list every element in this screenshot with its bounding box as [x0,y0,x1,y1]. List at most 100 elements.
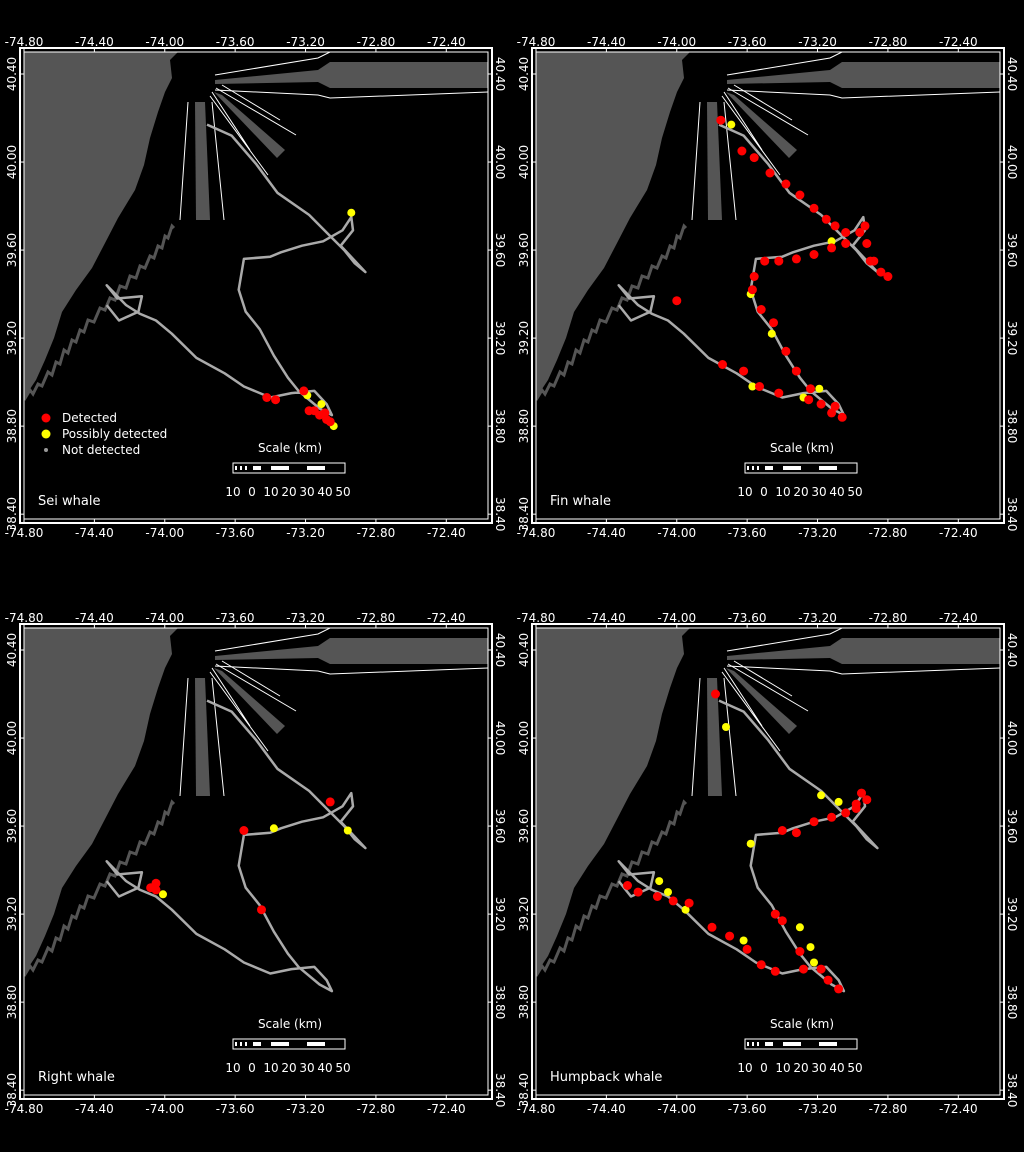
detected-point [834,984,844,994]
map-frame [531,47,1005,524]
scale-segment [245,466,247,470]
detected-point [151,885,161,895]
map-inner-frame [535,51,1001,520]
detected-point [756,305,766,314]
lon-label-bottom: -74.40 [587,526,626,540]
lon-label-top: -72.40 [939,35,978,49]
detected-point [781,179,791,189]
lon-label-top: -74.80 [517,35,556,49]
legend-marker [41,413,51,423]
detected-point [749,272,759,281]
scale-segment [747,1042,749,1046]
scale-label: 20 [793,1061,808,1075]
scale-segment [819,1042,837,1046]
scale-box [744,462,858,474]
detected-point [804,395,814,405]
scale-label: 50 [335,1061,350,1075]
detected-point [830,401,840,411]
detected-point [770,909,780,919]
map-area [24,52,488,519]
survey-track [105,123,367,417]
lon-label-bottom: -73.20 [286,526,325,540]
lon-label-bottom: -74.40 [587,1102,626,1116]
shipping-lane-southeast [726,668,797,734]
lon-label-top: -72.80 [357,35,396,49]
lon-label-top: -74.40 [587,611,626,625]
shipping-lane-southeast [726,92,797,158]
scale-label: 30 [299,1061,314,1075]
detected-point [791,828,801,838]
lon-label-bottom: -74.40 [75,526,114,540]
scale-label: 0 [760,485,768,499]
lat-label-right: 40.00 [493,721,507,755]
lat-label-right: 40.00 [1005,145,1019,179]
map-panel: -74.80 -74.80 -74.40 -74.40 -74.00 -74.00 -73.… [517,35,1019,540]
lat-label-left: 39.60 [517,233,531,267]
lon-label-top: -72.40 [427,611,466,625]
scale-title: Scale (km) [258,1017,322,1031]
lat-label-left: 40.00 [5,721,19,755]
scale-box [744,1038,858,1050]
detected-point [747,285,757,295]
shipping-lane-south [707,102,722,220]
lon-label-top: -73.60 [216,35,255,49]
scale-label: 20 [281,1061,296,1075]
lon-label-bottom: -72.80 [869,1102,908,1116]
lon-label-bottom: -72.40 [427,526,466,540]
detected-point [827,408,837,418]
scale-bar: Scale (km)10 0 10 20 30 40 50 [737,1017,862,1075]
scale-label: 40 [829,485,844,499]
lon-label-top: -74.00 [657,611,696,625]
possibly-detected-point [317,400,326,409]
legend-label: Not detected [62,443,140,457]
lon-label-bottom: -74.80 [5,1102,44,1116]
scale-label: 10 [775,485,790,499]
map-frame [19,623,493,1100]
scale-title: Scale (km) [258,441,322,455]
scale-label: 40 [317,1061,332,1075]
lat-label-left: 40.40 [5,633,19,667]
scale-title: Scale (km) [770,441,834,455]
land-mass [24,628,178,976]
detected-point [756,960,766,970]
detected-point [816,399,826,409]
lat-label-left: 40.40 [517,633,531,667]
lat-label-left: 38.80 [517,409,531,443]
land-mass [24,52,178,400]
coastline [536,799,688,977]
scale-bar: Scale (km)10 0 10 20 30 40 50 [737,441,862,499]
scale-bar: Scale (km)10 0 10 20 30 40 50 [225,441,350,499]
lat-label-left: 40.00 [517,145,531,179]
lat-label-left: 38.80 [517,985,531,1019]
scale-segment [235,1042,237,1046]
lon-label-bottom: -74.80 [5,526,44,540]
detected-point [760,256,770,266]
lat-label-left: 40.40 [517,57,531,91]
scale-label: 30 [811,485,826,499]
possibly-detected-point [746,839,755,848]
lon-label-top: -74.80 [5,35,44,49]
detected-point [809,250,819,259]
lat-label-left: 38.80 [5,985,19,1019]
detected-point [770,966,780,976]
shipping-lane-southeast [214,92,285,158]
scale-segment [819,466,837,470]
map-panel: -74.80 -74.80 -74.40 -74.40 -74.00 -74.00 -73.… [5,35,507,540]
scale-segment [271,1042,289,1046]
panel-title: Humpback whale [550,1070,662,1085]
lane-boundary-lines [691,677,737,797]
possibly-detected-point [664,888,672,897]
lon-label-bottom: -72.40 [427,1102,466,1116]
lat-label-right: 38.80 [493,985,507,1019]
scale-segment [752,466,754,470]
panel-title: Sei whale [38,494,100,509]
lat-label-left: 39.60 [5,233,19,267]
possibly-detected-point [269,824,278,833]
lat-label-right: 38.80 [1005,409,1019,443]
detected-point [633,887,643,897]
detected-point [795,190,805,200]
detected-point [809,203,819,213]
lon-label-top: -74.80 [517,611,556,625]
lon-label-bottom: -72.40 [939,526,978,540]
lane-boundary-lines [726,52,1000,99]
